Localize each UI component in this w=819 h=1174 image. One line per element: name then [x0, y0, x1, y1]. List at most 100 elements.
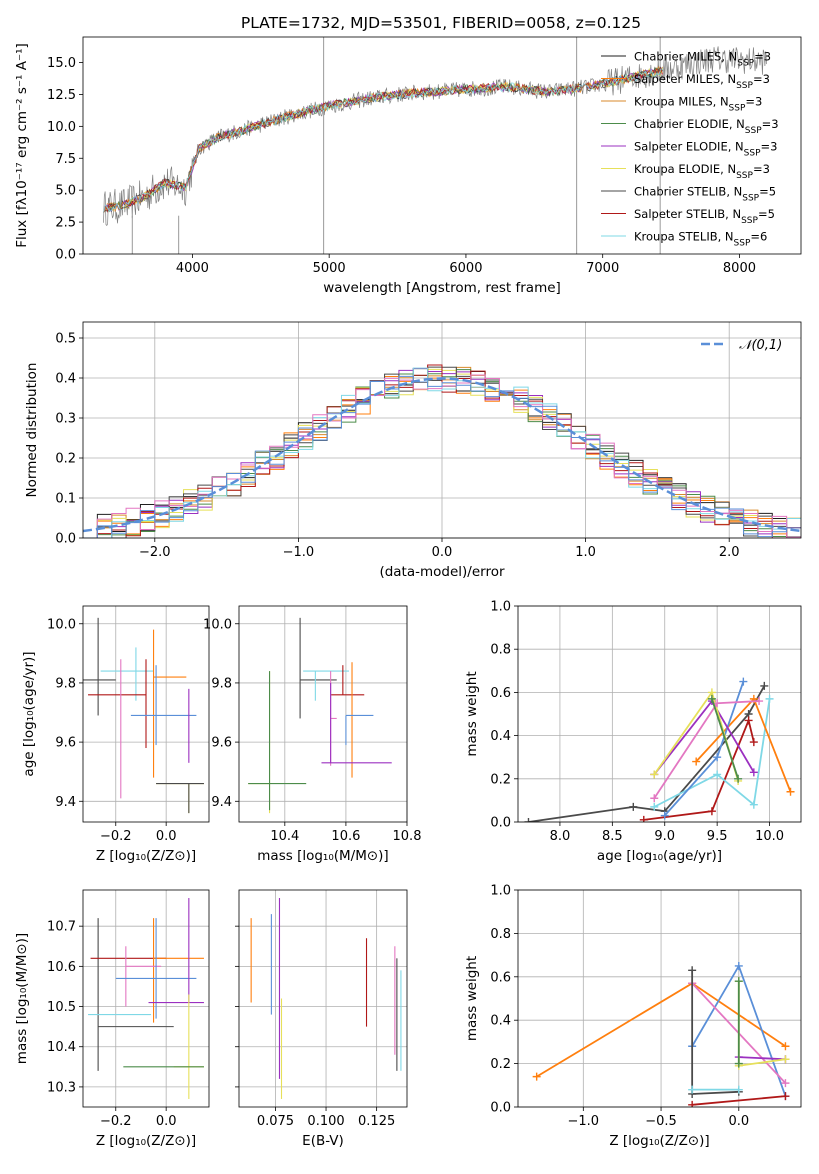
x-tick-label: 9.0 — [654, 829, 675, 844]
legend: Chabrier MILES, NSSP=3 Salpeter MILES, NS… — [601, 50, 779, 249]
y-tick-label: 10.3 — [47, 1080, 76, 1095]
weight-marker — [532, 1072, 541, 1081]
x-axis-label: mass [log₁₀(M/M⊙)] — [257, 848, 388, 864]
plot-area — [83, 364, 801, 538]
x-tick-label: 10.0 — [755, 829, 784, 844]
x-tick-label: 0.125 — [358, 1114, 395, 1129]
y-tick-label: 9.4 — [211, 795, 232, 810]
weight-marker — [707, 694, 716, 703]
y-tick-label: 0.0 — [490, 1101, 511, 1116]
x-tick-label: 5000 — [313, 261, 346, 276]
y-tick-label: 9.8 — [211, 676, 232, 691]
weight-marker — [734, 774, 743, 783]
weight-series-line — [737, 981, 786, 1067]
mass-vs-metallicity-panel: −0.2 0.0 10.3 10.4 10.5 10.6 10.7 Z [log₁₀(Z/Z⊙… — [14, 889, 210, 1149]
y-tick-label: 12.5 — [47, 88, 76, 103]
x-axis-label: E(B-V) — [302, 1133, 344, 1149]
x-axis-label: wavelength [Angstrom, rest frame] — [323, 280, 561, 296]
x-tick-label: 6000 — [449, 261, 482, 276]
x-tick-label: −1.0 — [283, 545, 315, 560]
x-tick-label: 10.4 — [270, 829, 299, 844]
normal-reference-curve — [83, 377, 801, 533]
y-tick-label: 0.6 — [490, 686, 511, 701]
y-tick-label: 9.6 — [55, 736, 76, 751]
weight-marker — [650, 770, 659, 779]
y-tick-label: 10.7 — [47, 920, 76, 935]
y-axis-label: mass [log₁₀(M/M⊙)] — [14, 933, 30, 1064]
y-tick-label: 0.8 — [490, 643, 511, 658]
x-tick-label: −0.2 — [100, 829, 132, 844]
y-tick-label: 10.6 — [47, 960, 76, 975]
axes-frame — [82, 605, 210, 823]
axes-frame — [238, 605, 408, 823]
weight-marker — [781, 1079, 790, 1088]
y-tick-label: 0.4 — [490, 1014, 511, 1029]
x-tick-label: 8.5 — [602, 829, 623, 844]
y-tick-label: 0.4 — [490, 729, 511, 744]
weight-marker — [755, 697, 764, 706]
weight-marker — [760, 681, 769, 690]
axes-frame — [82, 36, 802, 255]
x-tick-label: 9.5 — [707, 829, 728, 844]
y-tick-label: 0.2 — [55, 452, 76, 467]
plot-area — [524, 677, 795, 822]
legend-entry: Salpeter STELIB, NSSP=5 — [634, 207, 775, 226]
x-tick-label: −2.0 — [139, 545, 171, 560]
y-tick-label: 10.5 — [47, 1000, 76, 1015]
weight-marker — [744, 716, 753, 725]
plot-area — [88, 898, 204, 1099]
model-spectrum — [103, 67, 663, 213]
y-axis-label: mass weight — [464, 671, 480, 756]
legend-entry: Kroupa MILES, NSSP=3 — [634, 95, 762, 114]
legend-entry: Chabrier ELODIE, NSSP=3 — [634, 117, 779, 136]
mass-vs-ebv-panel: 0.075 0.100 0.125 E(B-V) — [235, 889, 408, 1149]
x-axis-label: (data-model)/error — [379, 564, 505, 580]
weight-vs-metallicity-panel: −1.0 −0.5 0.0 0.0 0.2 0.4 0.6 0.8 1.0 Z [log₁₀(Z/… — [464, 884, 802, 1149]
plot-area — [103, 37, 767, 254]
weight-marker — [734, 961, 743, 970]
axes-frame — [82, 321, 802, 539]
weight-marker — [749, 800, 758, 809]
x-tick-label: −0.5 — [645, 1114, 677, 1129]
x-tick-label: 10.8 — [393, 829, 422, 844]
y-axis-label: age [log₁₀(age/yr)] — [21, 651, 37, 776]
y-tick-label: 7.5 — [55, 152, 76, 167]
axes-frame — [82, 889, 210, 1108]
weight-marker — [660, 811, 669, 820]
residual-histogram — [83, 374, 801, 538]
weight-marker — [734, 977, 743, 986]
weight-marker — [688, 1100, 697, 1107]
weight-vs-age-panel: 8.0 8.5 9.0 9.5 10.0 0.0 0.2 0.4 0.6 0.8 1.0 age [l… — [464, 600, 802, 864]
weight-marker — [749, 768, 758, 777]
y-tick-label: 10.0 — [47, 617, 76, 632]
x-tick-label: 0.075 — [257, 1114, 294, 1129]
y-tick-label: 10.0 — [47, 120, 76, 135]
weight-series-line — [653, 699, 755, 776]
weight-marker — [781, 1092, 790, 1101]
weight-series-line — [692, 1095, 786, 1106]
weight-marker — [781, 1055, 790, 1064]
weight-series-line — [653, 690, 739, 782]
y-tick-label: 0.0 — [55, 532, 76, 547]
y-tick-label: 2.5 — [55, 216, 76, 231]
model-spectrum — [103, 68, 663, 213]
weight-marker — [734, 1085, 743, 1094]
weight-marker — [749, 738, 758, 747]
x-tick-label: 0.0 — [432, 545, 453, 560]
age-vs-mass-panel: 10.4 10.6 10.8 9.4 9.6 9.8 10.0 mass [log₁₀(M/M… — [203, 605, 422, 864]
x-tick-label: 1.0 — [575, 545, 596, 560]
weight-marker — [713, 699, 722, 708]
y-tick-label: 5.0 — [55, 184, 76, 199]
y-tick-label: 10.4 — [47, 1040, 76, 1055]
axes-frame — [517, 605, 802, 823]
y-tick-label: 10.0 — [203, 617, 232, 632]
spectrum-panel: 4000 5000 6000 7000 8000 0.0 2.5 5.0 7.5 10.0 12.5… — [14, 36, 802, 296]
legend-entry: Chabrier MILES, NSSP=3 — [634, 50, 771, 69]
y-tick-label: 1.0 — [490, 600, 511, 615]
x-tick-label: 8000 — [723, 261, 756, 276]
weight-marker — [707, 807, 716, 816]
y-tick-label: 0.5 — [55, 332, 76, 347]
weight-series-line — [643, 717, 755, 821]
y-tick-label: 1.0 — [490, 884, 511, 899]
